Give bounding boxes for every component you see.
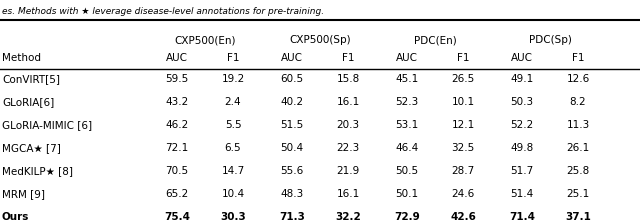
Text: 12.1: 12.1 <box>451 120 475 130</box>
Text: 26.5: 26.5 <box>451 74 475 84</box>
Text: 20.3: 20.3 <box>337 120 360 130</box>
Text: 70.5: 70.5 <box>165 166 189 176</box>
Text: MedKILP★ [8]: MedKILP★ [8] <box>2 166 73 176</box>
Text: CXP500(Sp): CXP500(Sp) <box>289 35 351 45</box>
Text: 15.8: 15.8 <box>337 74 360 84</box>
Text: 72.1: 72.1 <box>165 143 189 153</box>
Text: AUC: AUC <box>511 53 533 63</box>
Text: 43.2: 43.2 <box>165 97 189 107</box>
Text: F1: F1 <box>457 53 469 63</box>
Text: AUC: AUC <box>166 53 188 63</box>
Text: Method: Method <box>2 53 41 63</box>
Text: 16.1: 16.1 <box>337 189 360 199</box>
Text: 50.1: 50.1 <box>396 189 419 199</box>
Text: 28.7: 28.7 <box>451 166 475 176</box>
Text: 10.4: 10.4 <box>221 189 244 199</box>
Text: 42.6: 42.6 <box>450 212 476 220</box>
Text: MRM [9]: MRM [9] <box>2 189 45 199</box>
Text: 10.1: 10.1 <box>451 97 475 107</box>
Text: PDC(Sp): PDC(Sp) <box>529 35 572 45</box>
Text: AUC: AUC <box>396 53 418 63</box>
Text: GLoRIA-MIMIC [6]: GLoRIA-MIMIC [6] <box>2 120 92 130</box>
Text: F1: F1 <box>572 53 584 63</box>
Text: 32.2: 32.2 <box>335 212 361 220</box>
Text: 50.4: 50.4 <box>280 143 303 153</box>
Text: 48.3: 48.3 <box>280 189 303 199</box>
Text: 16.1: 16.1 <box>337 97 360 107</box>
Text: AUC: AUC <box>281 53 303 63</box>
Text: 12.6: 12.6 <box>566 74 589 84</box>
Text: 71.3: 71.3 <box>279 212 305 220</box>
Text: 52.2: 52.2 <box>510 120 534 130</box>
Text: 30.3: 30.3 <box>220 212 246 220</box>
Text: 46.2: 46.2 <box>165 120 189 130</box>
Text: 25.8: 25.8 <box>566 166 589 176</box>
Text: F1: F1 <box>227 53 239 63</box>
Text: 24.6: 24.6 <box>451 189 475 199</box>
Text: 26.1: 26.1 <box>566 143 589 153</box>
Text: GLoRIA[6]: GLoRIA[6] <box>2 97 54 107</box>
Text: 53.1: 53.1 <box>396 120 419 130</box>
Text: 46.4: 46.4 <box>396 143 419 153</box>
Text: 49.8: 49.8 <box>510 143 534 153</box>
Text: PDC(En): PDC(En) <box>413 35 456 45</box>
Text: 51.7: 51.7 <box>510 166 534 176</box>
Text: 50.5: 50.5 <box>396 166 419 176</box>
Text: 5.5: 5.5 <box>225 120 241 130</box>
Text: 22.3: 22.3 <box>337 143 360 153</box>
Text: 60.5: 60.5 <box>280 74 303 84</box>
Text: 21.9: 21.9 <box>337 166 360 176</box>
Text: Ours: Ours <box>2 212 29 220</box>
Text: 52.3: 52.3 <box>396 97 419 107</box>
Text: 14.7: 14.7 <box>221 166 244 176</box>
Text: MGCA★ [7]: MGCA★ [7] <box>2 143 61 153</box>
Text: 59.5: 59.5 <box>165 74 189 84</box>
Text: 11.3: 11.3 <box>566 120 589 130</box>
Text: 45.1: 45.1 <box>396 74 419 84</box>
Text: 8.2: 8.2 <box>570 97 586 107</box>
Text: 51.5: 51.5 <box>280 120 303 130</box>
Text: 50.3: 50.3 <box>511 97 534 107</box>
Text: 71.4: 71.4 <box>509 212 535 220</box>
Text: 6.5: 6.5 <box>225 143 241 153</box>
Text: 65.2: 65.2 <box>165 189 189 199</box>
Text: 75.4: 75.4 <box>164 212 190 220</box>
Text: ConVIRT[5]: ConVIRT[5] <box>2 74 60 84</box>
Text: 2.4: 2.4 <box>225 97 241 107</box>
Text: 37.1: 37.1 <box>565 212 591 220</box>
Text: 32.5: 32.5 <box>451 143 475 153</box>
Text: CXP500(En): CXP500(En) <box>174 35 236 45</box>
Text: 55.6: 55.6 <box>280 166 303 176</box>
Text: 51.4: 51.4 <box>510 189 534 199</box>
Text: es. Methods with ★ leverage disease-level annotations for pre-training.: es. Methods with ★ leverage disease-leve… <box>2 7 324 16</box>
Text: 49.1: 49.1 <box>510 74 534 84</box>
Text: F1: F1 <box>342 53 355 63</box>
Text: 40.2: 40.2 <box>280 97 303 107</box>
Text: 72.9: 72.9 <box>394 212 420 220</box>
Text: 25.1: 25.1 <box>566 189 589 199</box>
Text: 19.2: 19.2 <box>221 74 244 84</box>
